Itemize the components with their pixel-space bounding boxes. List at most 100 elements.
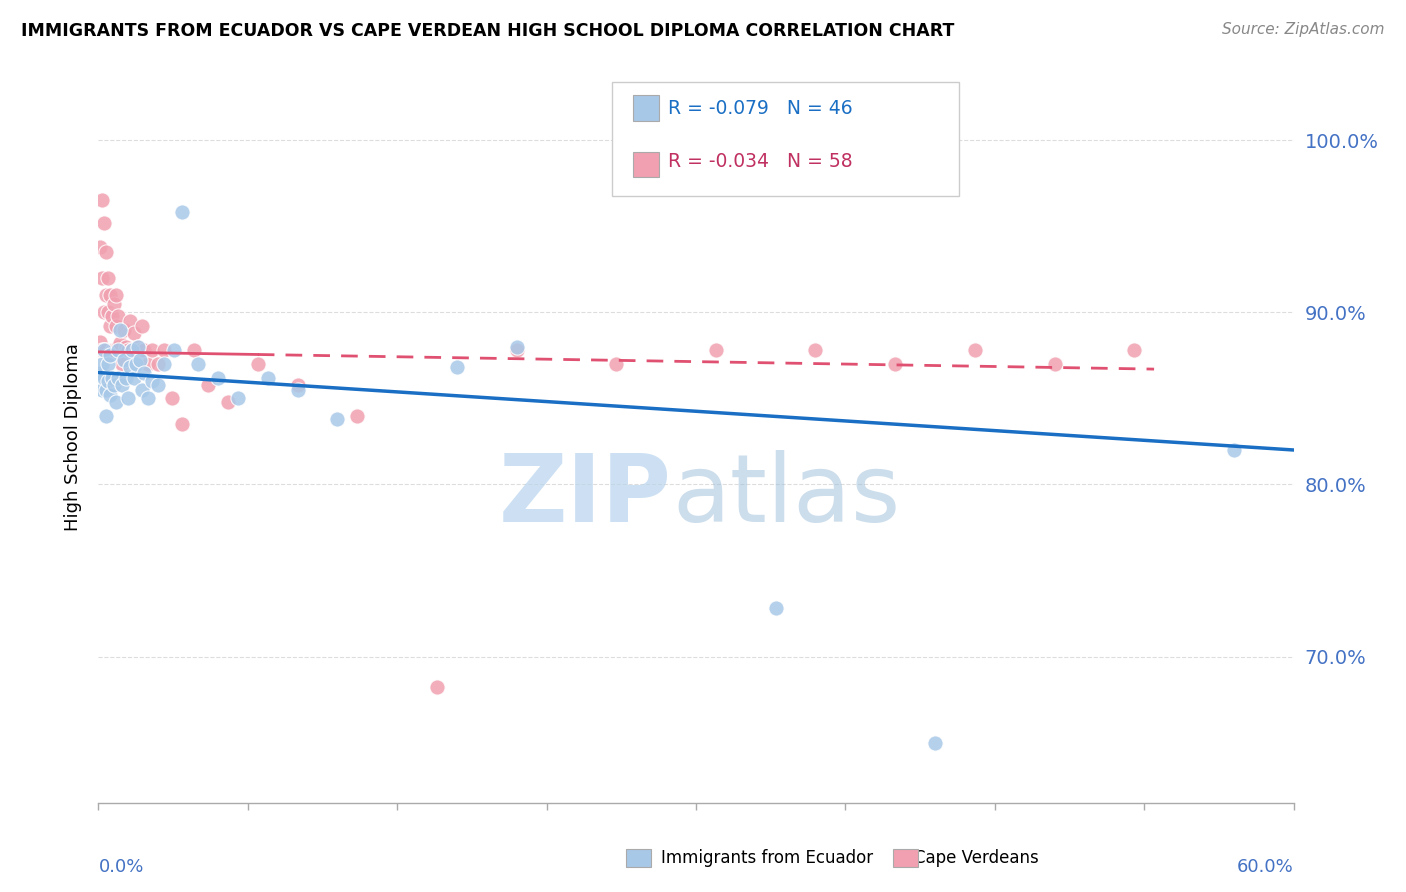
Point bbox=[134, 366, 156, 380]
Point bbox=[217, 394, 239, 409]
Text: Cape Verdeans: Cape Verdeans bbox=[914, 849, 1039, 867]
Point bbox=[111, 357, 134, 371]
Point bbox=[121, 343, 143, 358]
Point bbox=[100, 388, 122, 402]
Text: IMMIGRANTS FROM ECUADOR VS CAPE VERDEAN HIGH SCHOOL DIPLOMA CORRELATION CHART: IMMIGRANTS FROM ECUADOR VS CAPE VERDEAN … bbox=[21, 22, 955, 40]
Point bbox=[97, 357, 120, 371]
Point bbox=[103, 343, 125, 358]
Point bbox=[163, 343, 186, 358]
Point bbox=[141, 343, 163, 358]
Point bbox=[105, 288, 128, 302]
Point bbox=[100, 319, 122, 334]
Point bbox=[148, 377, 170, 392]
Point bbox=[183, 343, 205, 358]
Text: 60.0%: 60.0% bbox=[1237, 858, 1294, 876]
Y-axis label: High School Diploma: High School Diploma bbox=[65, 343, 83, 531]
Point bbox=[96, 343, 118, 358]
Point bbox=[107, 340, 129, 354]
Point bbox=[112, 322, 135, 336]
Point bbox=[120, 314, 142, 328]
Point bbox=[129, 343, 152, 358]
Point bbox=[136, 392, 159, 406]
Point bbox=[103, 296, 125, 310]
Point bbox=[107, 309, 129, 323]
Point bbox=[172, 417, 194, 432]
Point bbox=[110, 322, 132, 336]
Point bbox=[326, 412, 349, 426]
Point bbox=[121, 343, 143, 358]
Text: Source: ZipAtlas.com: Source: ZipAtlas.com bbox=[1222, 22, 1385, 37]
Point bbox=[131, 319, 153, 334]
Point bbox=[89, 334, 111, 349]
Text: 0.0%: 0.0% bbox=[98, 858, 143, 876]
Point bbox=[107, 343, 129, 358]
Point bbox=[91, 343, 114, 358]
FancyBboxPatch shape bbox=[613, 82, 959, 195]
Text: R = -0.034   N = 58: R = -0.034 N = 58 bbox=[668, 152, 853, 171]
Point bbox=[287, 377, 309, 392]
Point bbox=[131, 383, 153, 397]
Point bbox=[93, 343, 115, 358]
Point bbox=[93, 343, 115, 358]
Point bbox=[226, 392, 249, 406]
Point bbox=[148, 357, 170, 371]
Point bbox=[96, 245, 118, 260]
Point bbox=[115, 370, 138, 384]
Point bbox=[1043, 357, 1066, 371]
Point bbox=[506, 340, 529, 354]
Point bbox=[96, 383, 118, 397]
Point bbox=[207, 370, 229, 384]
Point bbox=[704, 343, 727, 358]
Point bbox=[97, 374, 120, 388]
Point bbox=[101, 370, 124, 384]
Point bbox=[129, 353, 152, 368]
Text: atlas: atlas bbox=[672, 450, 900, 541]
Point bbox=[141, 374, 163, 388]
Point bbox=[153, 357, 176, 371]
Point bbox=[103, 377, 125, 392]
Point bbox=[1222, 442, 1246, 457]
Point bbox=[91, 271, 114, 285]
Text: R = -0.079   N = 46: R = -0.079 N = 46 bbox=[668, 99, 853, 118]
Point bbox=[91, 194, 114, 208]
Point bbox=[115, 340, 138, 354]
Point bbox=[125, 343, 148, 358]
Text: ZIP: ZIP bbox=[499, 450, 672, 541]
Point bbox=[93, 370, 115, 384]
Point bbox=[89, 366, 111, 380]
Point bbox=[160, 392, 183, 406]
Point bbox=[884, 357, 907, 371]
Point bbox=[100, 348, 122, 362]
Point bbox=[93, 216, 115, 230]
Point bbox=[97, 305, 120, 319]
Bar bbox=[633, 95, 659, 121]
Point bbox=[89, 240, 111, 254]
Point bbox=[111, 377, 134, 392]
Point bbox=[963, 343, 986, 358]
Point bbox=[765, 601, 787, 615]
Point bbox=[124, 370, 146, 384]
Point bbox=[105, 319, 128, 334]
Bar bbox=[633, 152, 659, 178]
Point bbox=[287, 383, 309, 397]
Point bbox=[127, 340, 149, 354]
Point bbox=[100, 288, 122, 302]
Point bbox=[153, 343, 176, 358]
Point bbox=[127, 340, 149, 354]
Point bbox=[136, 357, 159, 371]
Point bbox=[924, 735, 946, 749]
Point bbox=[187, 357, 209, 371]
Point bbox=[91, 357, 114, 371]
Point bbox=[105, 394, 128, 409]
Point bbox=[246, 357, 269, 371]
Point bbox=[120, 360, 142, 375]
Point bbox=[107, 370, 129, 384]
Point bbox=[426, 681, 449, 695]
Point bbox=[110, 336, 132, 351]
Point bbox=[256, 370, 278, 384]
Point bbox=[96, 288, 118, 302]
Point bbox=[93, 305, 115, 319]
Point bbox=[172, 205, 194, 219]
Point bbox=[101, 343, 124, 358]
Point bbox=[346, 409, 368, 423]
